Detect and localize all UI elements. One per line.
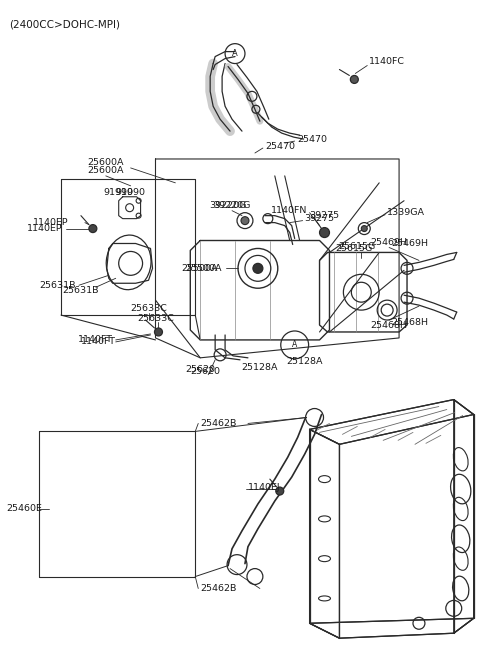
Text: 1140FN: 1140FN: [271, 206, 308, 215]
Text: 25631B: 25631B: [63, 286, 99, 295]
Circle shape: [276, 487, 284, 495]
Text: 1339GA: 1339GA: [387, 208, 425, 217]
Text: 39275: 39275: [310, 211, 340, 220]
Text: 25600A: 25600A: [87, 159, 124, 168]
Circle shape: [155, 328, 162, 336]
Text: A: A: [232, 49, 238, 58]
Text: 25620: 25620: [190, 367, 220, 376]
Text: 1140FT: 1140FT: [78, 335, 113, 345]
Circle shape: [320, 227, 329, 238]
Circle shape: [89, 225, 97, 233]
Text: 25500A: 25500A: [186, 264, 222, 273]
Circle shape: [241, 217, 249, 225]
Text: 25470: 25470: [265, 141, 295, 151]
Circle shape: [361, 225, 367, 232]
Text: 1140EP: 1140EP: [27, 224, 63, 233]
Text: 25468H: 25468H: [391, 318, 428, 327]
Circle shape: [253, 263, 263, 273]
Text: 25633C: 25633C: [137, 314, 174, 322]
Circle shape: [350, 75, 358, 83]
Text: 25469H: 25469H: [371, 238, 408, 247]
Text: 39220G: 39220G: [209, 201, 247, 210]
Text: 91990: 91990: [116, 188, 145, 197]
Text: 1140EJ: 1140EJ: [248, 483, 281, 491]
Text: 25462B: 25462B: [200, 419, 237, 428]
Text: 25470: 25470: [298, 134, 328, 143]
Text: 25128A: 25128A: [287, 357, 323, 366]
Text: 25615G: 25615G: [336, 244, 373, 253]
Text: 25128A: 25128A: [241, 364, 278, 372]
Text: 25615G: 25615G: [339, 242, 376, 251]
Text: 1140FT: 1140FT: [81, 337, 116, 346]
Text: 1140EP: 1140EP: [34, 218, 69, 227]
Text: 39220G: 39220G: [213, 201, 251, 210]
Text: 25633C: 25633C: [130, 304, 167, 312]
Text: 25620: 25620: [185, 365, 215, 374]
Text: 1140FC: 1140FC: [369, 57, 405, 66]
Text: 25600A: 25600A: [87, 166, 124, 176]
Text: 25468H: 25468H: [371, 320, 408, 329]
Text: 25462B: 25462B: [200, 584, 237, 593]
Text: A: A: [292, 341, 297, 349]
Text: (2400CC>DOHC-MPI): (2400CC>DOHC-MPI): [9, 20, 120, 29]
Text: 39275: 39275: [305, 214, 335, 223]
Text: 25500A: 25500A: [181, 264, 218, 273]
Text: 91990: 91990: [104, 188, 134, 197]
Text: 25631B: 25631B: [39, 281, 76, 290]
Text: 25469H: 25469H: [391, 239, 428, 248]
Text: 25460E: 25460E: [6, 504, 42, 514]
